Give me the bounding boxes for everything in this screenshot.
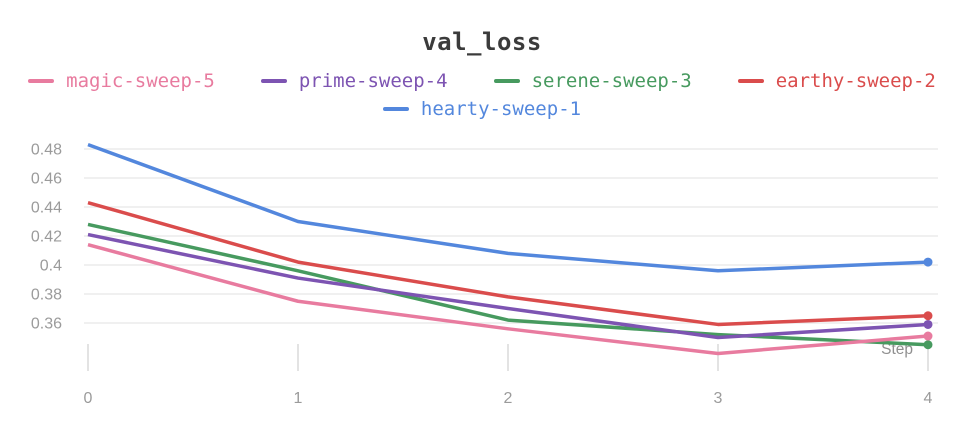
legend-label: magic-sweep-5 [66,70,215,92]
legend-label: earthy-sweep-2 [775,70,936,92]
y-tick-label: 0.42 [31,229,62,246]
series-line-hearty-sweep-1[interactable] [87,143,929,273]
series-endpoint-magic-sweep-5[interactable] [923,331,933,341]
x-tick-label: 4 [924,390,933,407]
y-tick-label: 0.46 [31,171,62,188]
x-tick-label: 3 [714,390,723,407]
series-endpoint-earthy-sweep-2[interactable] [923,311,933,321]
series-endpoint-hearty-sweep-1[interactable] [923,257,933,267]
series-line-earthy-sweep-2[interactable] [87,200,929,327]
line-swatch-icon [737,79,764,83]
x-tick-label: 0 [84,390,93,407]
legend-label: prime-sweep-4 [298,70,448,92]
y-tick-label: 0.38 [31,287,62,304]
legend-item-earthy-sweep-2[interactable]: earthy-sweep-2 [737,69,936,93]
y-tick-label: 0.36 [31,316,62,333]
line-swatch-icon [28,79,55,83]
x-tick-label: 2 [504,390,513,407]
series-line-magic-sweep-5[interactable] [87,243,929,356]
legend-label: serene-sweep-3 [531,70,692,92]
line-swatch-icon [382,107,409,111]
series-line-prime-sweep-4[interactable] [87,232,929,340]
series-line-serene-sweep-3[interactable] [87,222,929,347]
line-swatch-icon [493,79,520,83]
y-tick-label: 0.44 [31,200,62,217]
y-tick-label: 0.48 [31,142,62,159]
legend-label: hearty-sweep-1 [420,98,582,120]
y-tick-label: 0.4 [40,258,62,275]
series-endpoint-serene-sweep-3[interactable] [923,340,933,350]
legend-item-serene-sweep-3[interactable]: serene-sweep-3 [493,69,692,93]
legend-item-hearty-sweep-1[interactable]: hearty-sweep-1 [382,97,582,121]
legend-row-2: hearty-sweep-1 [0,97,964,121]
legend-item-magic-sweep-5[interactable]: magic-sweep-5 [28,69,215,93]
legend: magic-sweep-5 prime-sweep-4 serene-sweep… [0,69,964,93]
line-swatch-icon [260,79,287,83]
legend-item-prime-sweep-4[interactable]: prime-sweep-4 [260,69,448,93]
series-endpoint-prime-sweep-4[interactable] [923,319,933,329]
x-tick-label: 1 [294,390,303,407]
chart-title: val_loss [422,28,542,56]
